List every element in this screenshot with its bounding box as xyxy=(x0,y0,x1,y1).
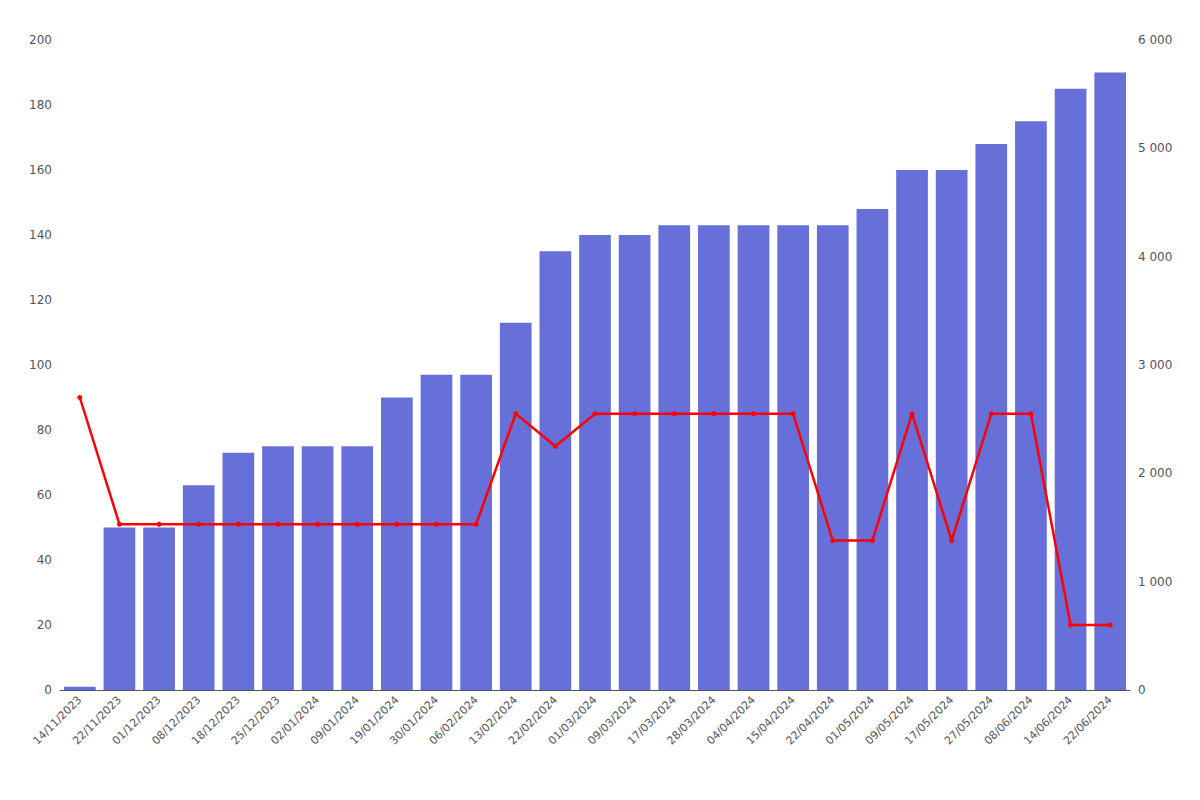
svg-text:18/12/2023: 18/12/2023 xyxy=(189,693,243,748)
svg-text:20: 20 xyxy=(37,618,52,632)
svg-text:22/04/2024: 22/04/2024 xyxy=(783,693,838,748)
svg-text:22/06/2024: 22/06/2024 xyxy=(1061,693,1115,747)
svg-text:02/01/2024: 02/01/2024 xyxy=(268,693,323,748)
svg-text:13/02/2024: 13/02/2024 xyxy=(466,693,521,748)
svg-text:4 000: 4 000 xyxy=(1138,250,1172,264)
svg-text:01/12/2023: 01/12/2023 xyxy=(109,693,164,748)
svg-text:01/03/2024: 01/03/2024 xyxy=(545,693,600,748)
svg-text:22/11/2023: 22/11/2023 xyxy=(70,693,124,748)
svg-text:06/02/2024: 06/02/2024 xyxy=(426,693,481,748)
svg-text:200: 200 xyxy=(29,33,52,47)
svg-text:1 000: 1 000 xyxy=(1138,575,1172,589)
svg-text:09/05/2024: 09/05/2024 xyxy=(862,693,917,748)
svg-text:22/02/2024: 22/02/2024 xyxy=(506,693,560,748)
svg-text:09/01/2024: 09/01/2024 xyxy=(307,693,362,748)
svg-text:30/01/2024: 30/01/2024 xyxy=(387,693,442,748)
svg-text:08/12/2023: 08/12/2023 xyxy=(149,693,204,748)
svg-text:09/03/2024: 09/03/2024 xyxy=(585,693,640,748)
svg-text:0: 0 xyxy=(1138,683,1146,697)
svg-text:60: 60 xyxy=(37,488,52,502)
svg-text:40: 40 xyxy=(37,553,52,567)
svg-text:100: 100 xyxy=(29,358,52,372)
svg-text:28/03/2024: 28/03/2024 xyxy=(664,693,719,748)
svg-text:01/05/2024: 01/05/2024 xyxy=(823,693,877,748)
svg-text:04/04/2024: 04/04/2024 xyxy=(704,693,759,748)
svg-text:80: 80 xyxy=(37,423,52,437)
svg-text:25/12/2023: 25/12/2023 xyxy=(228,693,283,748)
svg-text:15/04/2024: 15/04/2024 xyxy=(743,693,798,748)
svg-text:08/06/2024: 08/06/2024 xyxy=(981,693,1036,748)
svg-text:160: 160 xyxy=(29,163,52,177)
svg-text:6 000: 6 000 xyxy=(1138,33,1172,47)
svg-text:17/03/2024: 17/03/2024 xyxy=(624,693,679,748)
svg-text:14/11/2023: 14/11/2023 xyxy=(30,693,85,748)
svg-text:140: 140 xyxy=(29,228,52,242)
svg-text:5 000: 5 000 xyxy=(1138,141,1172,155)
svg-text:120: 120 xyxy=(29,293,52,307)
svg-text:19/01/2024: 19/01/2024 xyxy=(347,693,402,748)
svg-text:3 000: 3 000 xyxy=(1138,358,1172,372)
svg-text:17/05/2024: 17/05/2024 xyxy=(902,693,957,748)
svg-text:2 000: 2 000 xyxy=(1138,466,1172,480)
svg-text:0: 0 xyxy=(44,683,52,697)
svg-text:27/05/2024: 27/05/2024 xyxy=(941,693,996,748)
svg-text:14/06/2024: 14/06/2024 xyxy=(1021,693,1076,748)
svg-text:180: 180 xyxy=(29,98,52,112)
